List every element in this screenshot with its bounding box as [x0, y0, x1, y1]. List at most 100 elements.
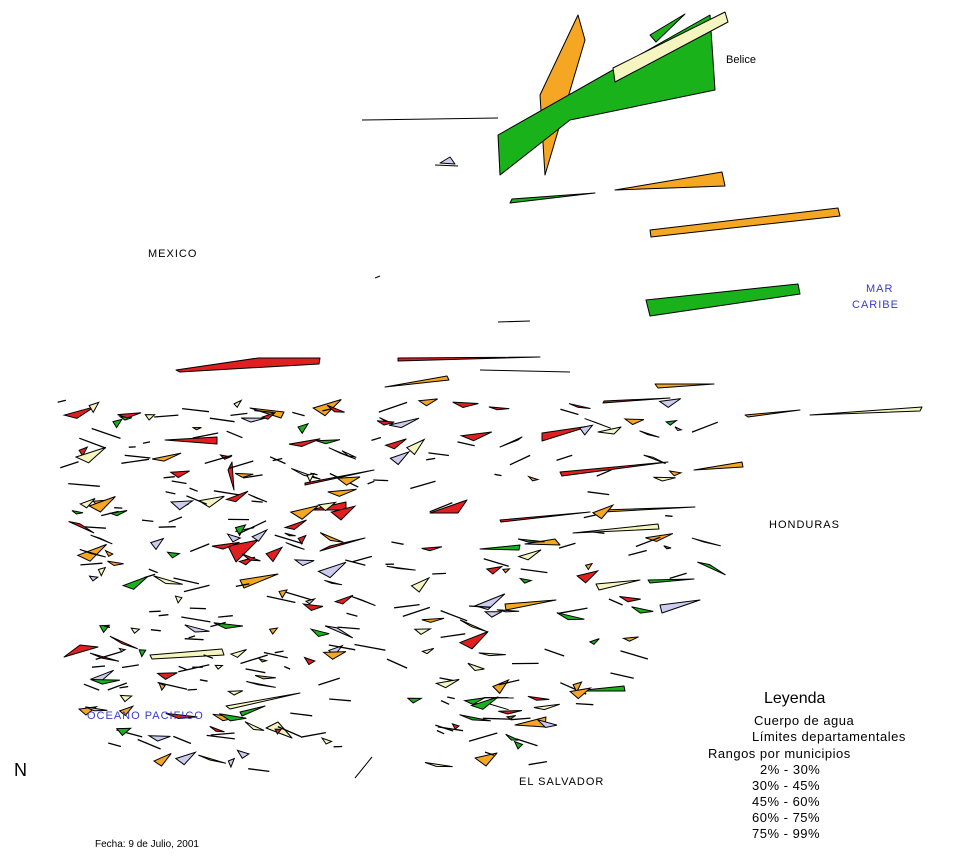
department-boundary-fragment	[218, 615, 233, 618]
municipality-polygon	[614, 171, 726, 191]
municipality-fragment	[533, 703, 560, 711]
department-boundary-fragment	[558, 607, 588, 614]
department-boundary-fragment	[469, 605, 492, 608]
municipality-fragment	[478, 652, 506, 657]
legend-ranges-title: Rangos por municipios	[708, 746, 851, 761]
municipality-polygon	[559, 461, 669, 477]
municipality-fragment	[118, 705, 135, 717]
municipality-fragment	[421, 647, 435, 655]
municipality-fragment	[265, 546, 284, 563]
municipality-fragments	[57, 398, 726, 773]
department-boundary-fragment	[560, 408, 579, 416]
municipality-fragment	[584, 418, 612, 429]
municipality-fragment	[451, 722, 461, 730]
municipality-fragment	[156, 672, 178, 680]
municipality-fragment	[674, 426, 683, 432]
municipality-fragment	[229, 649, 247, 658]
department-boundary-fragment	[274, 650, 284, 654]
department-boundary-fragment	[189, 607, 206, 610]
department-boundary-fragment	[386, 658, 408, 669]
municipality-fragment	[289, 505, 319, 520]
municipality-fragment	[306, 472, 315, 483]
legend-range-2: 30% - 45%	[752, 778, 821, 793]
municipality-fragment	[658, 398, 681, 409]
municipality-fragment	[152, 452, 182, 462]
department-boundary-fragment	[178, 664, 210, 673]
municipality-polygon	[175, 357, 321, 373]
municipality-fragment	[78, 446, 89, 457]
department-boundary-fragment	[371, 436, 382, 442]
municipality-fragment	[147, 735, 171, 742]
ocean-label-pacifico: OCEANO PACIFICO	[87, 710, 204, 722]
department-boundary-fragment	[226, 430, 243, 439]
department-boundary-fragment	[266, 595, 296, 604]
department-boundary-fragment	[121, 458, 149, 464]
legend-range-1: 2% - 30%	[760, 762, 821, 777]
municipality-fragment	[144, 414, 156, 421]
department-boundary-fragment	[457, 441, 475, 447]
municipality-fragment	[284, 532, 296, 537]
department-boundary-fragment	[318, 677, 340, 686]
legend-item-limits: Límites departamentales	[752, 729, 906, 744]
municipality-polygon	[499, 436, 523, 448]
municipality-fragment	[467, 662, 485, 672]
municipality-fragment	[458, 631, 489, 650]
municipality-fragment	[568, 403, 591, 409]
municipality-fragment	[211, 541, 240, 550]
department-boundary-fragment	[373, 479, 389, 482]
department-boundary-fragment	[575, 702, 594, 706]
municipality-fragment	[459, 619, 488, 633]
municipality-fragment	[663, 545, 672, 550]
municipality-fragment	[333, 594, 354, 605]
department-boundary-fragment	[484, 751, 495, 756]
municipality-fragment	[421, 546, 443, 552]
department-boundary-fragment	[103, 625, 111, 629]
municipality-fragment	[653, 476, 676, 482]
department-boundary-fragment	[173, 735, 192, 745]
municipality-fragment	[234, 472, 254, 478]
municipality-fragment	[619, 595, 641, 603]
department-boundary-fragment	[192, 432, 219, 439]
department-boundary-fragment	[189, 543, 210, 553]
department-boundary-fragment	[429, 502, 453, 513]
department-boundary-fragment	[345, 559, 366, 566]
department-boundary-fragment	[558, 542, 576, 549]
municipality-fragment	[158, 682, 166, 692]
municipality-fragment	[213, 622, 243, 630]
department-boundary-fragment	[91, 427, 121, 440]
municipality-fragment	[226, 690, 243, 696]
municipality-fragment	[336, 476, 361, 486]
municipality-fragment	[469, 696, 499, 710]
municipality-fragment	[623, 418, 645, 426]
municipality-polygon	[479, 544, 521, 551]
legend-title: Leyenda	[764, 690, 826, 707]
municipality-fragment	[119, 694, 134, 703]
department-boundary-fragment	[80, 562, 103, 566]
department-boundary-fragment	[583, 513, 598, 519]
municipality-fragment	[288, 438, 321, 448]
municipality-fragment	[115, 727, 133, 737]
department-boundary-fragment	[68, 482, 100, 487]
municipality-fragment	[324, 579, 343, 586]
department-boundary-fragment	[509, 454, 531, 466]
municipality-fragment	[197, 495, 225, 508]
department-boundary-fragment	[610, 672, 634, 679]
department-boundary-fragment	[142, 441, 151, 444]
municipality-fragment	[527, 475, 540, 482]
legend-item-water: Cuerpo de agua	[754, 713, 855, 728]
municipality-fragment	[588, 638, 600, 646]
department-boundary-fragment	[171, 480, 187, 485]
municipality-fragment	[248, 493, 268, 503]
municipality-fragment	[591, 503, 615, 520]
municipality-polygon	[612, 11, 729, 83]
department-boundary-fragment	[432, 572, 446, 575]
country-label-el-salvador: EL SALVADOR	[519, 776, 605, 788]
municipality-fragment	[350, 595, 376, 607]
department-boundary-fragment	[436, 729, 445, 735]
department-boundary-fragment	[352, 555, 373, 563]
department-boundary-fragment	[691, 421, 719, 433]
department-boundary-fragment	[187, 688, 197, 691]
department-boundary-fragment	[391, 541, 404, 545]
department-boundary-fragment	[263, 651, 288, 659]
municipality-fragment	[117, 412, 142, 419]
